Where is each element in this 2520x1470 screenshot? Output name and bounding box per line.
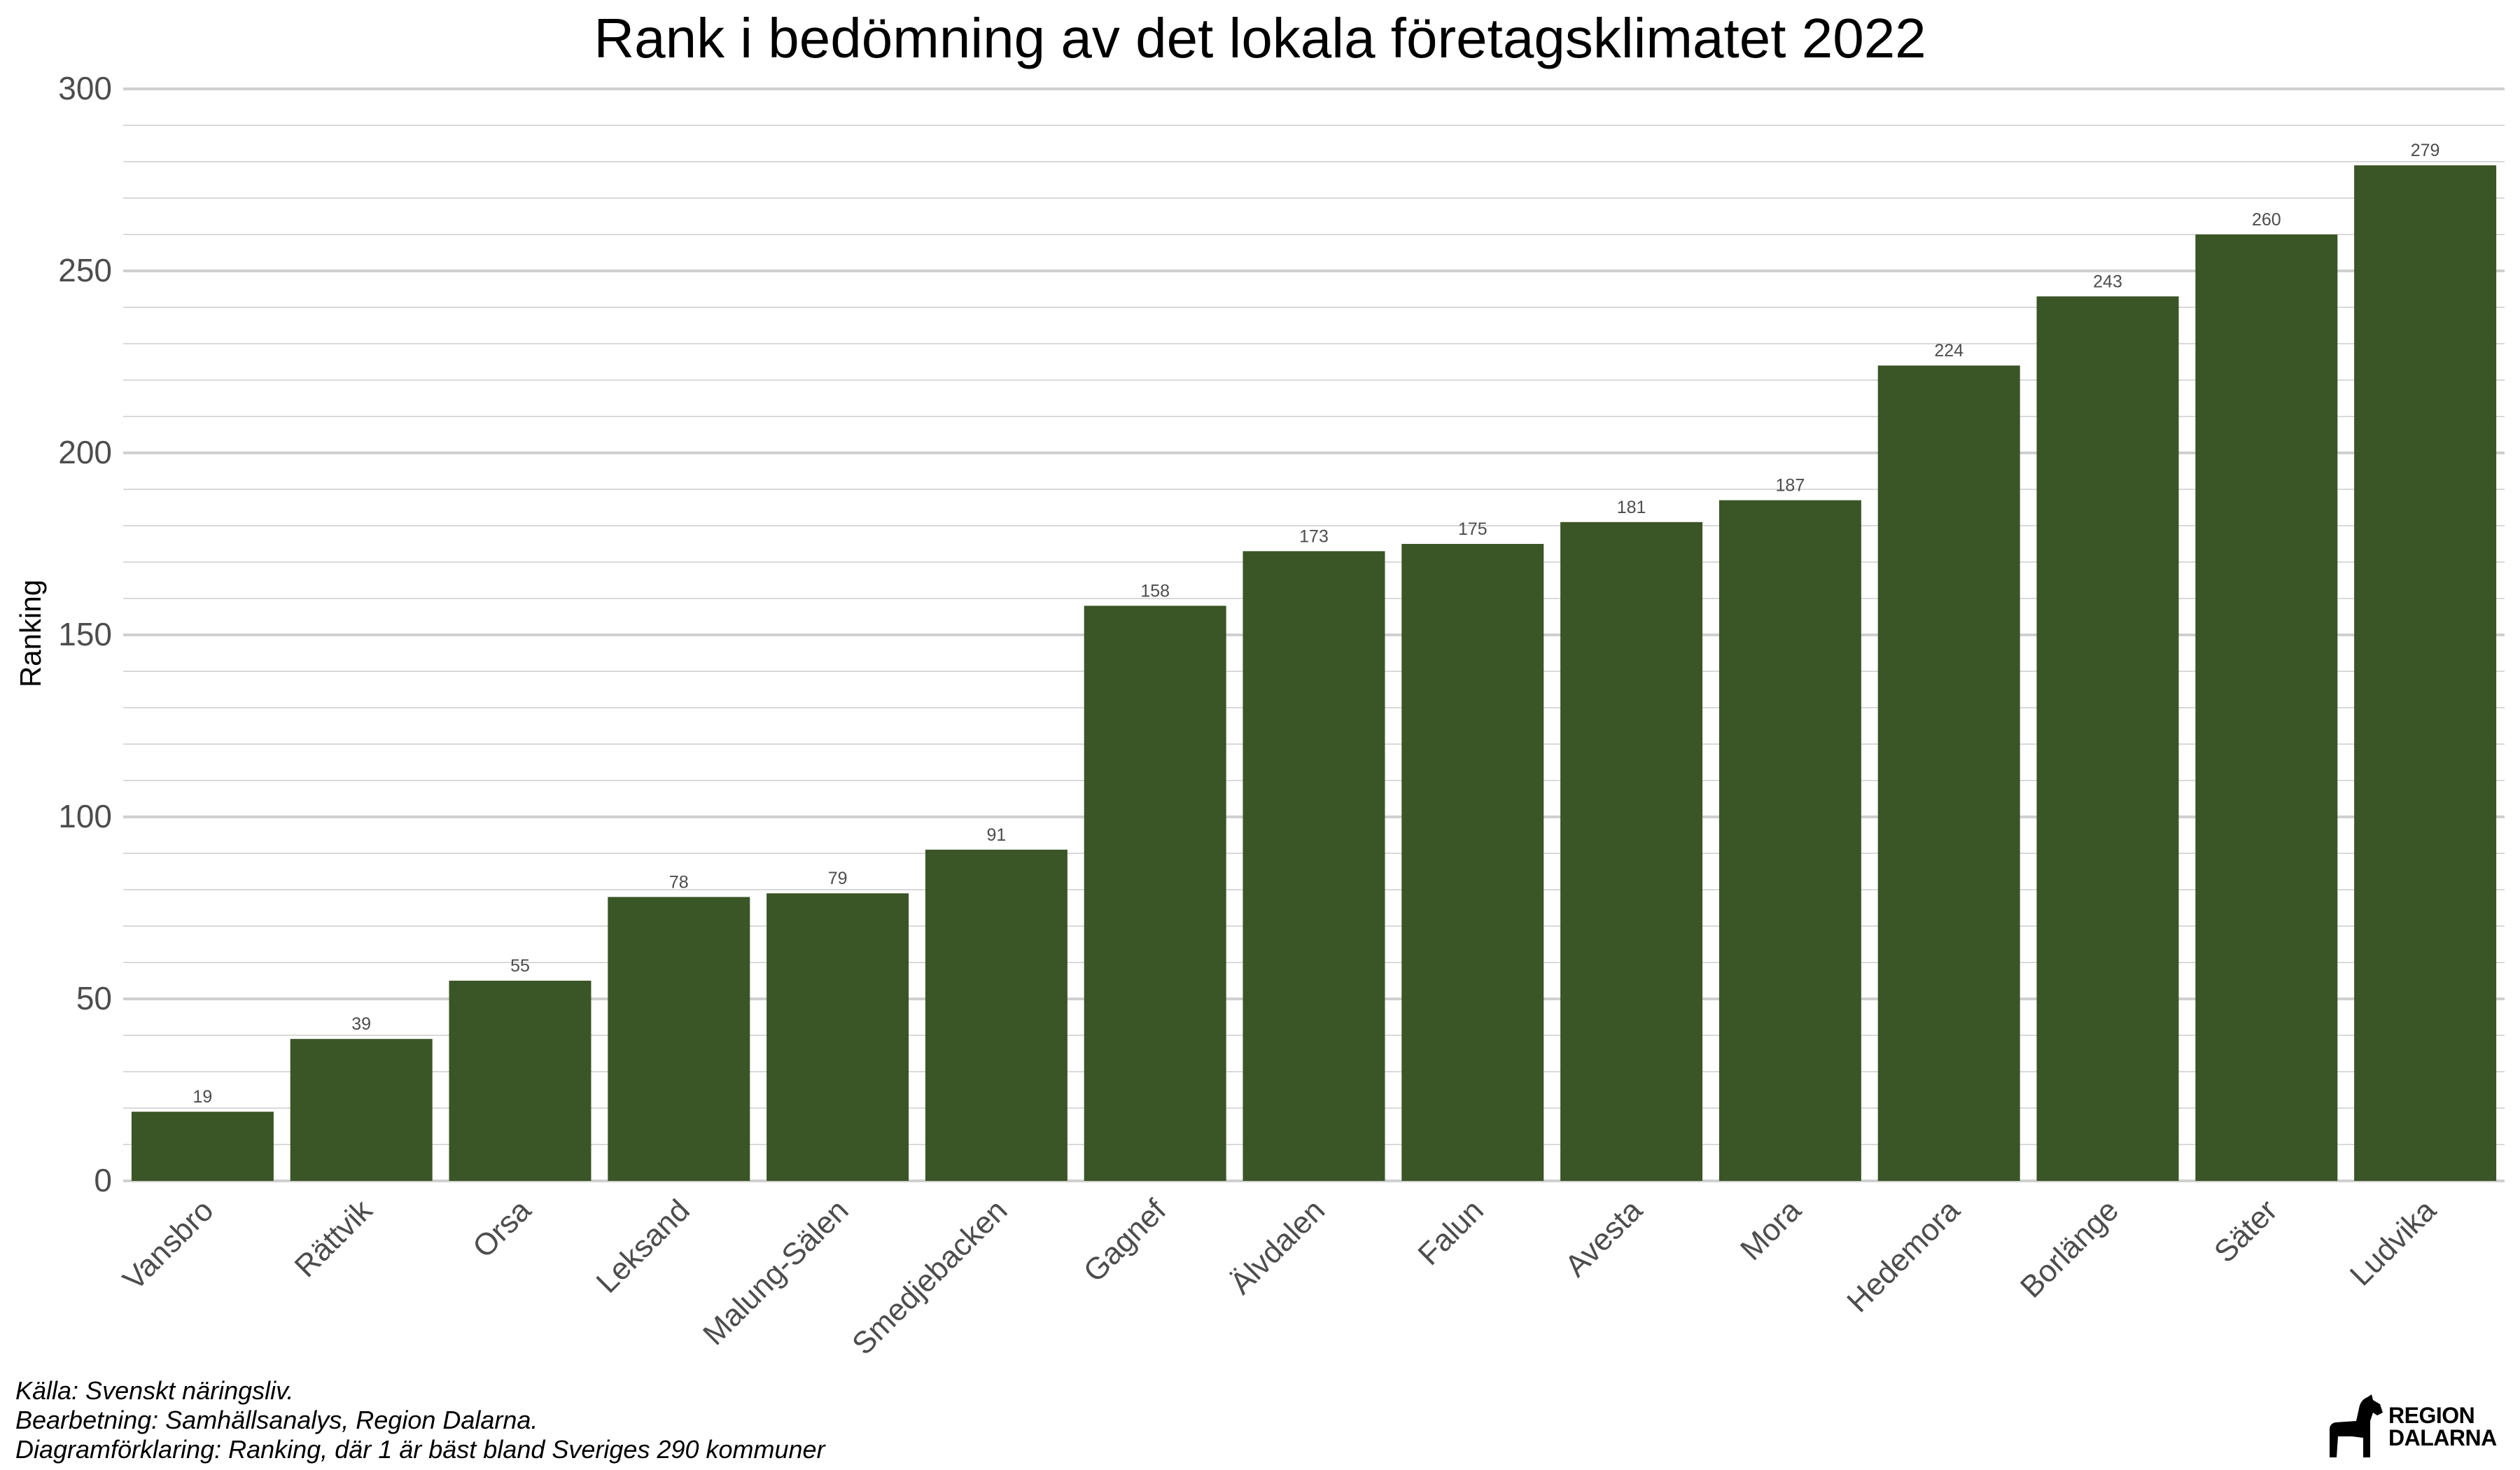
data-label: 39: [351, 1014, 371, 1034]
x-tick-label: Smedjebacken: [846, 1193, 1014, 1361]
data-label: 260: [2252, 210, 2281, 230]
x-tick-label: Malung-Sälen: [696, 1193, 855, 1352]
bar: [1718, 500, 1861, 1181]
bar: [131, 1112, 274, 1181]
data-label: 243: [2093, 272, 2122, 291]
data-label: 78: [669, 872, 689, 892]
x-axis-ticks: Vansbro Rättvik Orsa Leksand Malung-SälenSme…: [116, 1193, 2443, 1362]
y-tick-label: 300: [58, 70, 112, 106]
caption-processing: Bearbetning: Samhällsanalys, Region Dala…: [15, 1406, 538, 1434]
x-tick-label: Ludvika: [2344, 1193, 2443, 1292]
data-label: 19: [192, 1087, 212, 1107]
bar: [925, 849, 1068, 1181]
y-axis-label: Ranking: [14, 580, 47, 687]
y-axis-ticks: 0 50 100 150 200 250 300: [58, 70, 112, 1198]
x-tick-label: Vansbro: [116, 1193, 220, 1296]
data-label: 91: [986, 825, 1006, 845]
data-label: 175: [1458, 519, 1488, 539]
bar: [1401, 544, 1544, 1181]
logo-line-1: REGION: [2388, 1403, 2475, 1428]
caption-explanation: Diagramförklaring: Ranking, där 1 är bäs…: [15, 1435, 825, 1464]
bar: [290, 1039, 433, 1181]
data-label: 55: [510, 956, 530, 976]
y-tick-label: 200: [58, 434, 112, 470]
x-tick-label: Älvdalen: [1224, 1193, 1331, 1301]
x-tick-label: Borlänge: [2014, 1193, 2125, 1304]
caption: Källa: Svenskt näringsliv. Bearbetning: …: [15, 1376, 825, 1464]
region-dalarna-logo: REGION DALARNA: [2324, 1393, 2506, 1460]
x-tick-label: Falun: [1411, 1193, 1490, 1271]
bar: [1560, 522, 1703, 1181]
y-tick-label: 50: [76, 980, 112, 1016]
x-tick-label: Orsa: [466, 1193, 538, 1264]
bar: [2195, 234, 2338, 1181]
y-tick-label: 150: [58, 616, 112, 652]
y-tick-label: 0: [94, 1162, 112, 1198]
dalecarlian-horse-icon: [2330, 1394, 2383, 1457]
data-labels: 19 39 55 78 79 91 158 173 175 181 187 224 243 260 279: [192, 141, 2440, 1107]
x-tick-label: Säter: [2208, 1193, 2284, 1269]
x-tick-label: Mora: [1734, 1193, 1808, 1267]
data-label: 173: [1299, 526, 1329, 546]
bar: [1877, 365, 2020, 1182]
bar: [2354, 165, 2497, 1182]
bar: [2036, 296, 2179, 1181]
x-tick-label: Rättvik: [288, 1193, 379, 1284]
data-label: 187: [1776, 476, 1805, 496]
bars: [131, 165, 2497, 1182]
x-tick-label: Hedemora: [1840, 1193, 1966, 1319]
logo-line-2: DALARNA: [2388, 1425, 2497, 1450]
y-tick-label: 250: [58, 252, 112, 288]
bar: [766, 893, 909, 1181]
chart-title: Rank i bedömning av det lokala företagsk…: [594, 7, 1926, 69]
bar: [1242, 551, 1385, 1181]
bar: [608, 897, 750, 1181]
x-tick-label: Avesta: [1558, 1193, 1649, 1284]
data-label: 279: [2411, 141, 2440, 160]
data-label: 181: [1617, 498, 1646, 517]
y-tick-label: 100: [58, 798, 112, 834]
x-tick-label: Leksand: [590, 1193, 696, 1299]
bar: [1084, 606, 1226, 1181]
bar: [449, 981, 592, 1181]
data-label: 158: [1140, 581, 1170, 601]
data-label: 79: [828, 869, 848, 888]
caption-source: Källa: Svenskt näringsliv.: [15, 1376, 294, 1405]
data-label: 224: [1934, 341, 1963, 360]
x-tick-label: Gagnef: [1077, 1193, 1173, 1289]
